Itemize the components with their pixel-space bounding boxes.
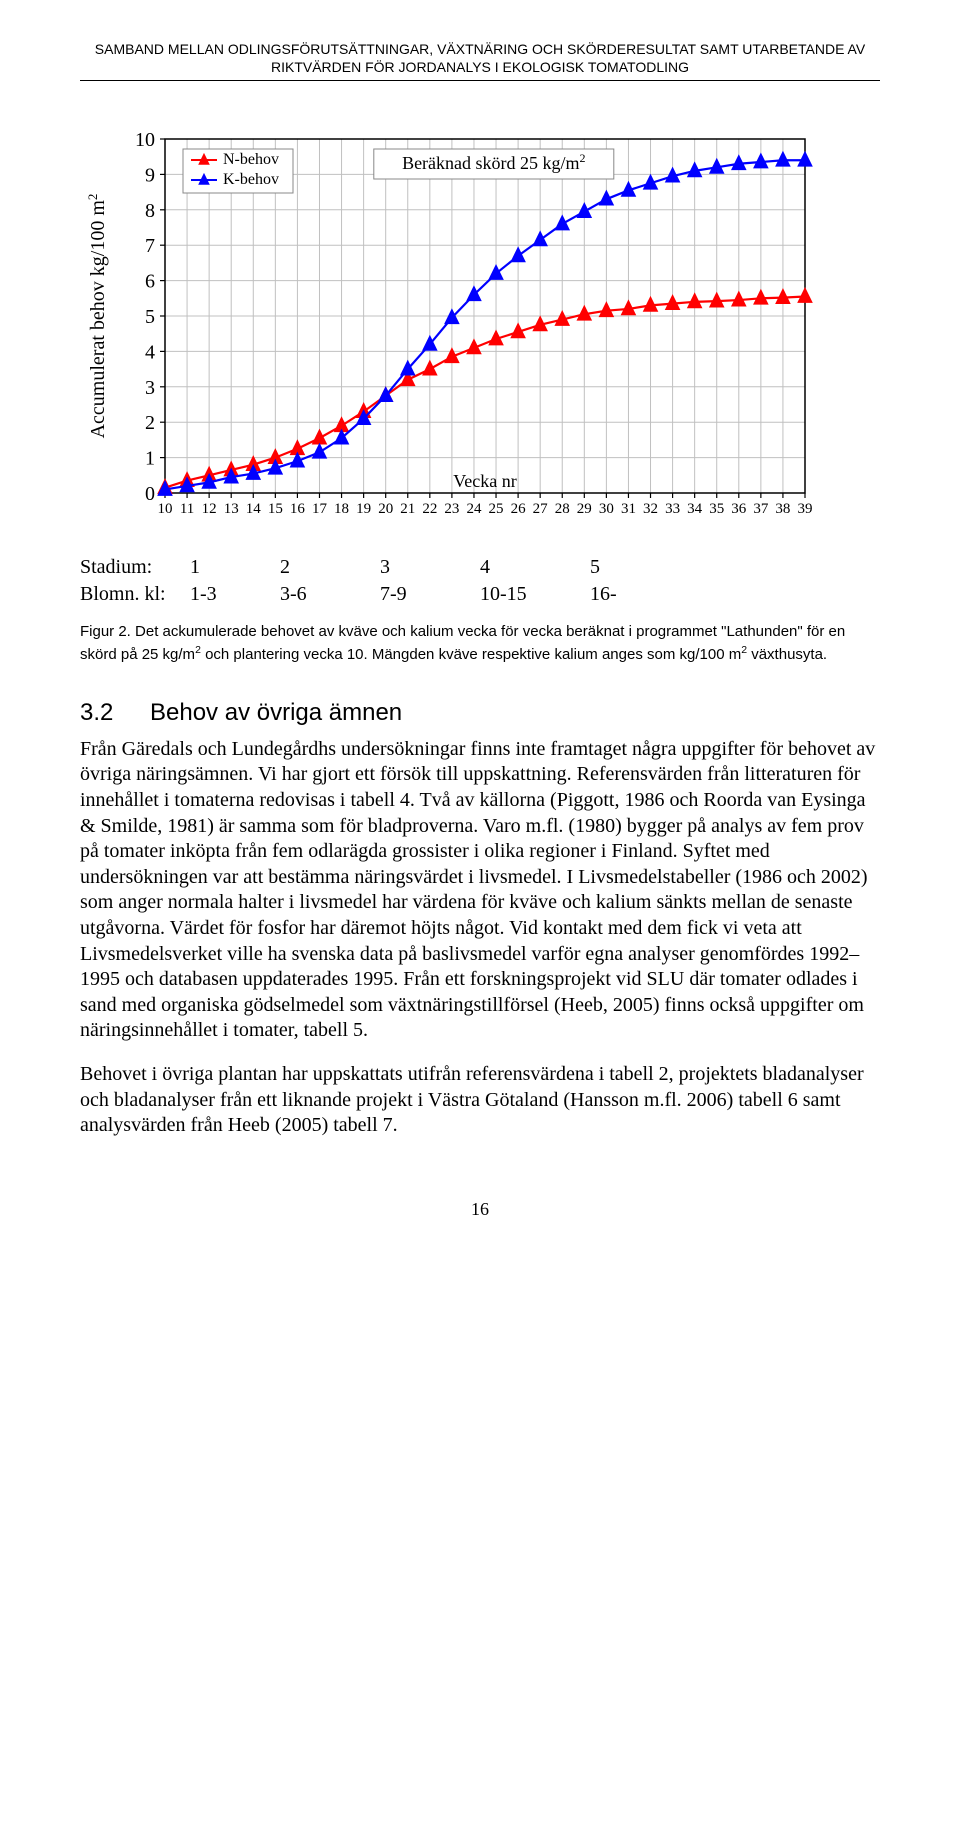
header-line1: SAMBAND MELLAN ODLINGSFÖRUTSÄTTNINGAR, V… [95, 41, 865, 57]
figure-caption: Figur 2. Det ackumulerade behovet av kvä… [80, 622, 880, 665]
section-title-text: Behov av övriga ämnen [150, 699, 402, 726]
stage-value: 4 [480, 554, 490, 581]
svg-text:17: 17 [312, 501, 328, 517]
svg-text:K-behov: K-behov [223, 171, 279, 188]
svg-text:8: 8 [145, 200, 155, 222]
svg-text:27: 27 [533, 501, 549, 517]
line-chart: 0123456789101011121314151617181920212223… [80, 121, 820, 541]
caption-prefix: Figur 2. [80, 623, 135, 640]
svg-text:13: 13 [224, 501, 239, 517]
svg-text:11: 11 [180, 501, 194, 517]
stage-annotation: Stadium: 1 2 3 4 5 Blomn. kl: 1-3 3-6 7-9 10-15… [80, 554, 880, 608]
svg-text:6: 6 [145, 271, 155, 293]
chart-figure: 0123456789101011121314151617181920212223… [80, 121, 880, 546]
svg-text:28: 28 [555, 501, 570, 517]
svg-text:30: 30 [599, 501, 614, 517]
svg-text:29: 29 [577, 501, 592, 517]
svg-text:24: 24 [466, 501, 482, 517]
svg-text:31: 31 [621, 501, 636, 517]
stage-value: 7-9 [380, 581, 407, 608]
svg-text:Accumulerat behov kg/100 m2: Accumulerat behov kg/100 m2 [85, 194, 110, 439]
stage-value: 1 [190, 554, 200, 581]
svg-text:18: 18 [334, 501, 349, 517]
svg-text:10: 10 [158, 501, 173, 517]
section-number: 3.2 [80, 699, 150, 727]
svg-text:N-behov: N-behov [223, 151, 279, 168]
page-number: 16 [80, 1199, 880, 1220]
svg-text:19: 19 [356, 501, 371, 517]
stage-value: 16- [590, 581, 617, 608]
stage-value: 3-6 [280, 581, 307, 608]
svg-text:0: 0 [145, 483, 155, 505]
svg-text:20: 20 [378, 501, 393, 517]
blomn-label: Blomn. kl: [80, 581, 190, 608]
svg-text:2: 2 [145, 413, 155, 435]
svg-text:33: 33 [665, 501, 680, 517]
svg-text:1: 1 [145, 448, 155, 470]
stage-value: 5 [590, 554, 600, 581]
paragraph-1: Från Gäredals och Lundegårdhs undersökni… [80, 737, 880, 1044]
header-line2: RIKTVÄRDEN FÖR JORDANALYS I EKOLOGISK TO… [271, 59, 689, 75]
running-header: SAMBAND MELLAN ODLINGSFÖRUTSÄTTNINGAR, V… [80, 40, 880, 81]
svg-text:39: 39 [798, 501, 813, 517]
svg-text:21: 21 [400, 501, 415, 517]
stage-value: 1-3 [190, 581, 217, 608]
svg-text:Vecka nr: Vecka nr [453, 471, 516, 491]
svg-text:37: 37 [753, 501, 769, 517]
svg-text:9: 9 [145, 165, 155, 187]
svg-text:34: 34 [687, 501, 703, 517]
svg-text:38: 38 [775, 501, 790, 517]
stadium-values: 1 2 3 4 5 [190, 554, 750, 581]
svg-text:12: 12 [202, 501, 217, 517]
svg-text:16: 16 [290, 501, 306, 517]
svg-text:22: 22 [422, 501, 437, 517]
svg-text:35: 35 [709, 501, 724, 517]
svg-text:32: 32 [643, 501, 658, 517]
svg-text:Beräknad skörd 25 kg/m2: Beräknad skörd 25 kg/m2 [402, 151, 585, 173]
svg-text:7: 7 [145, 236, 155, 258]
stadium-row: Stadium: 1 2 3 4 5 [80, 554, 880, 581]
caption-text-b: och plantering vecka 10. Mängden kväve r… [201, 646, 741, 663]
paragraph-2: Behovet i övriga plantan har uppskattats… [80, 1062, 880, 1139]
caption-text-c: växthusyta. [747, 646, 827, 663]
svg-text:23: 23 [444, 501, 459, 517]
stage-value: 2 [280, 554, 290, 581]
svg-text:15: 15 [268, 501, 283, 517]
stage-value: 10-15 [480, 581, 527, 608]
svg-text:36: 36 [731, 501, 747, 517]
section-heading: 3.2Behov av övriga ämnen [80, 699, 880, 727]
blomn-values: 1-3 3-6 7-9 10-15 16- [190, 581, 750, 608]
svg-text:26: 26 [511, 501, 527, 517]
svg-text:10: 10 [135, 129, 155, 151]
stage-value: 3 [380, 554, 390, 581]
svg-text:4: 4 [145, 342, 155, 364]
svg-text:14: 14 [246, 501, 262, 517]
svg-text:3: 3 [145, 377, 155, 399]
blomn-row: Blomn. kl: 1-3 3-6 7-9 10-15 16- [80, 581, 880, 608]
svg-text:5: 5 [145, 306, 155, 328]
stadium-label: Stadium: [80, 554, 190, 581]
svg-text:25: 25 [489, 501, 504, 517]
